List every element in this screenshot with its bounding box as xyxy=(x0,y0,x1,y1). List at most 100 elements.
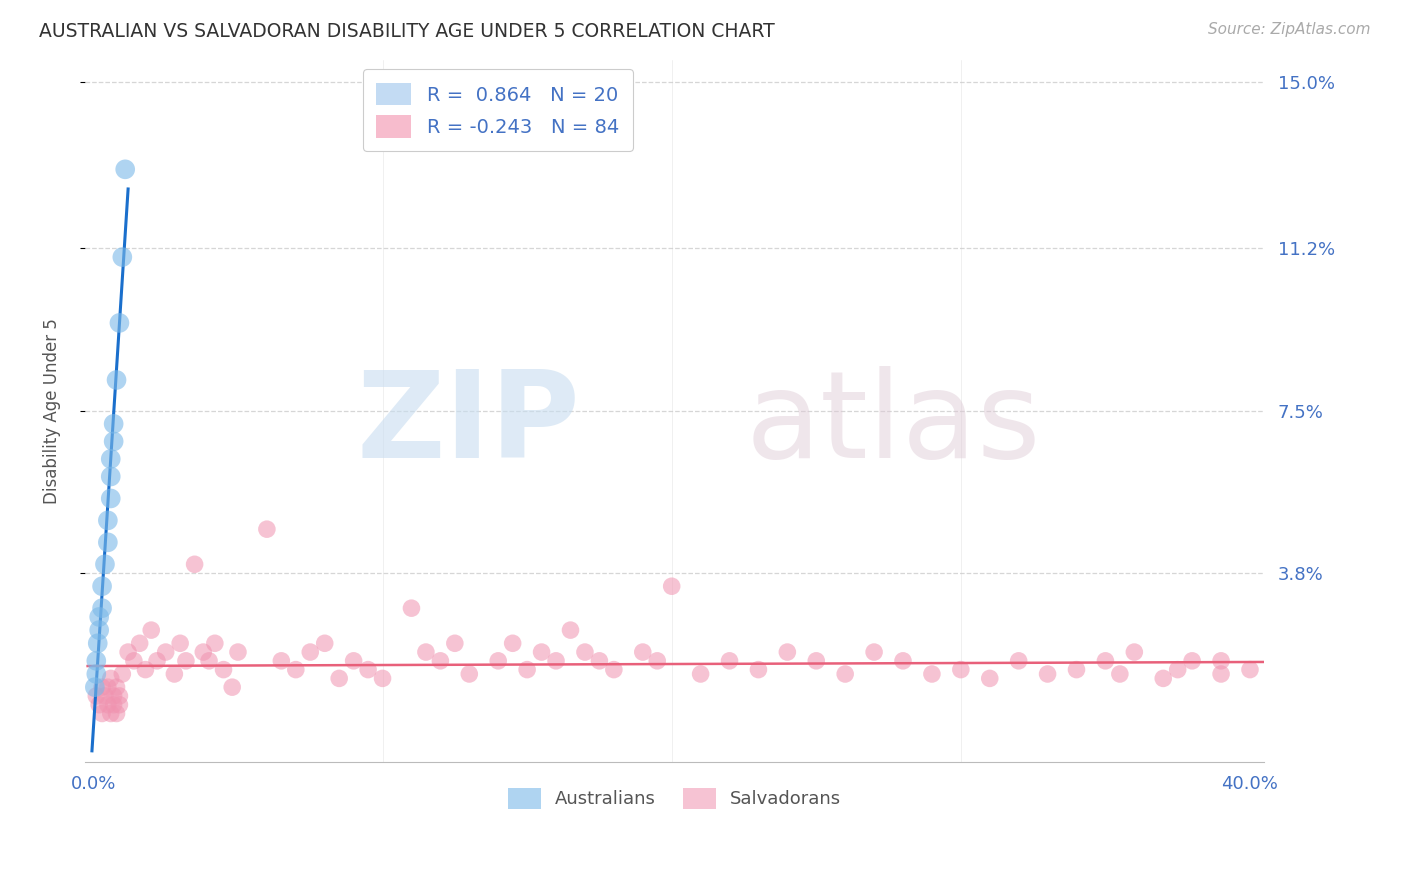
Point xyxy=(560,623,582,637)
Point xyxy=(97,698,120,712)
Point xyxy=(100,469,122,483)
Point xyxy=(87,636,110,650)
Point xyxy=(155,645,177,659)
Point xyxy=(94,689,117,703)
Point xyxy=(429,654,451,668)
Point xyxy=(357,663,380,677)
Point xyxy=(204,636,226,650)
Point xyxy=(1167,663,1189,677)
Point xyxy=(661,579,683,593)
Point xyxy=(100,706,122,721)
Point xyxy=(574,645,596,659)
Point xyxy=(84,667,107,681)
Point xyxy=(117,645,139,659)
Legend: Australians, Salvadorans: Australians, Salvadorans xyxy=(501,780,848,816)
Point xyxy=(718,654,741,668)
Point xyxy=(193,645,215,659)
Point xyxy=(174,654,197,668)
Point xyxy=(84,689,107,703)
Point xyxy=(603,663,626,677)
Text: atlas: atlas xyxy=(745,367,1040,483)
Point xyxy=(544,654,567,668)
Point xyxy=(114,162,136,177)
Point xyxy=(631,645,654,659)
Point xyxy=(91,680,114,694)
Point xyxy=(183,558,205,572)
Point xyxy=(1008,654,1031,668)
Point xyxy=(1209,667,1232,681)
Point xyxy=(122,654,145,668)
Point xyxy=(91,579,114,593)
Point xyxy=(834,667,856,681)
Point xyxy=(1181,654,1204,668)
Point xyxy=(226,645,249,659)
Point xyxy=(299,645,322,659)
Point xyxy=(169,636,191,650)
Point xyxy=(100,452,122,467)
Point xyxy=(100,491,122,506)
Point xyxy=(105,373,128,387)
Point xyxy=(97,535,120,549)
Point xyxy=(486,654,509,668)
Point xyxy=(89,610,111,624)
Point xyxy=(111,250,134,264)
Point xyxy=(97,680,120,694)
Point xyxy=(97,513,120,527)
Point xyxy=(134,663,156,677)
Text: Source: ZipAtlas.com: Source: ZipAtlas.com xyxy=(1208,22,1371,37)
Point xyxy=(1108,667,1130,681)
Point xyxy=(89,623,111,637)
Point xyxy=(1036,667,1059,681)
Y-axis label: Disability Age Under 5: Disability Age Under 5 xyxy=(44,318,60,504)
Point xyxy=(1239,663,1261,677)
Point xyxy=(163,667,186,681)
Point xyxy=(371,672,394,686)
Point xyxy=(141,623,163,637)
Point xyxy=(128,636,150,650)
Point xyxy=(198,654,221,668)
Point xyxy=(747,663,769,677)
Point xyxy=(94,558,117,572)
Point xyxy=(588,654,610,668)
Point xyxy=(891,654,914,668)
Point xyxy=(105,706,128,721)
Point xyxy=(111,667,134,681)
Point xyxy=(863,645,886,659)
Point xyxy=(105,680,128,694)
Text: AUSTRALIAN VS SALVADORAN DISABILITY AGE UNDER 5 CORRELATION CHART: AUSTRALIAN VS SALVADORAN DISABILITY AGE … xyxy=(39,22,775,41)
Point xyxy=(1123,645,1146,659)
Point xyxy=(516,663,538,677)
Point xyxy=(979,672,1001,686)
Point xyxy=(100,672,122,686)
Point xyxy=(328,672,350,686)
Point xyxy=(776,645,799,659)
Point xyxy=(146,654,169,668)
Point xyxy=(84,654,107,668)
Point xyxy=(949,663,972,677)
Point xyxy=(91,601,114,615)
Point xyxy=(689,667,711,681)
Point xyxy=(103,689,125,703)
Point xyxy=(103,434,125,449)
Point xyxy=(103,417,125,431)
Point xyxy=(270,654,292,668)
Point xyxy=(108,316,131,330)
Point xyxy=(108,698,131,712)
Point xyxy=(443,636,465,650)
Point xyxy=(343,654,366,668)
Point xyxy=(1094,654,1116,668)
Point xyxy=(284,663,307,677)
Point xyxy=(221,680,243,694)
Point xyxy=(314,636,336,650)
Point xyxy=(83,680,105,694)
Point xyxy=(1296,672,1319,686)
Point xyxy=(1268,698,1291,712)
Point xyxy=(1066,663,1088,677)
Point xyxy=(212,663,235,677)
Point xyxy=(502,636,524,650)
Point xyxy=(256,522,278,536)
Text: ZIP: ZIP xyxy=(357,367,581,483)
Point xyxy=(645,654,668,668)
Point xyxy=(530,645,553,659)
Point xyxy=(921,667,943,681)
